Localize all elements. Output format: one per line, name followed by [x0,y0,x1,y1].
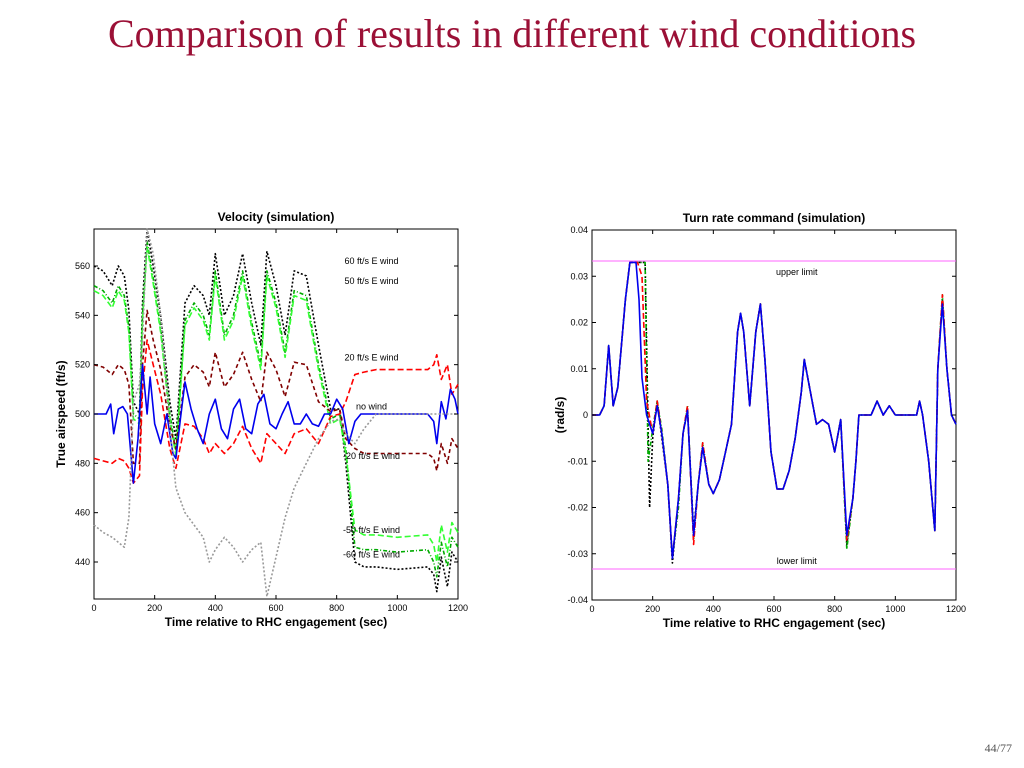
slide-title: Comparison of results in different wind … [107,11,917,56]
x-tick-label: 1000 [387,603,407,613]
x-tick-label: 1200 [448,603,468,613]
x-axis-label: Time relative to RHC engagement (sec) [165,615,388,629]
y-tick-label: 0.03 [570,271,588,281]
chart-title: Velocity (simulation) [218,210,335,224]
series-line-4 [93,339,459,484]
y-tick-label: 0.04 [570,225,588,235]
series-line-3 [592,261,957,560]
x-tick-label: 400 [208,603,223,613]
x-tick-label: 600 [268,603,283,613]
y-tick-label: 440 [75,557,90,567]
x-tick-label: 1000 [885,604,905,614]
x-tick-label: 400 [706,604,721,614]
x-tick-label: 1200 [946,604,966,614]
series-annotation: no wind [356,402,387,412]
page-number: 44/77 [984,741,1012,755]
y-tick-label: 0 [583,410,588,420]
series-annotation: 50 ft/s E wind [345,276,399,286]
y-tick-label: 540 [75,310,90,320]
series-annotation: -60 ft/s E wind [343,550,400,560]
series-annotation: -50 ft/s E wind [343,525,400,535]
y-tick-label: -0.03 [567,549,588,559]
y-tick-label: 0.01 [570,364,588,374]
y-axis-label: True airspeed (ft/s) [54,360,68,467]
y-tick-label: -0.04 [567,595,588,605]
y-tick-label: 480 [75,458,90,468]
series-line-0 [93,228,459,593]
x-tick-label: 0 [91,603,96,613]
y-tick-label: 0.02 [570,318,588,328]
series-line-5 [94,363,459,484]
y-tick-label: 460 [75,508,90,518]
limit-label: lower limit [777,556,818,566]
x-tick-label: 600 [766,604,781,614]
x-tick-label: 200 [147,603,162,613]
y-tick-label: 520 [75,360,90,370]
series-annotation: 60 ft/s E wind [345,256,399,266]
series-annotation: -20 ft/s E wind [343,451,400,461]
x-tick-label: 800 [827,604,842,614]
series-line-6 [93,228,458,598]
y-tick-label: 500 [75,409,90,419]
x-tick-label: 0 [589,604,594,614]
x-axis-label: Time relative to RHC engagement (sec) [663,616,886,630]
y-axis-label: (rad/s) [553,397,567,434]
x-tick-label: 200 [645,604,660,614]
y-tick-label: -0.01 [567,456,588,466]
series-annotation: 20 ft/s E wind [345,352,399,362]
chart-title: Turn rate command (simulation) [683,211,865,225]
y-tick-label: 560 [75,261,90,271]
x-tick-label: 800 [329,603,344,613]
y-tick-label: -0.02 [567,503,588,513]
limit-label: upper limit [776,267,818,277]
